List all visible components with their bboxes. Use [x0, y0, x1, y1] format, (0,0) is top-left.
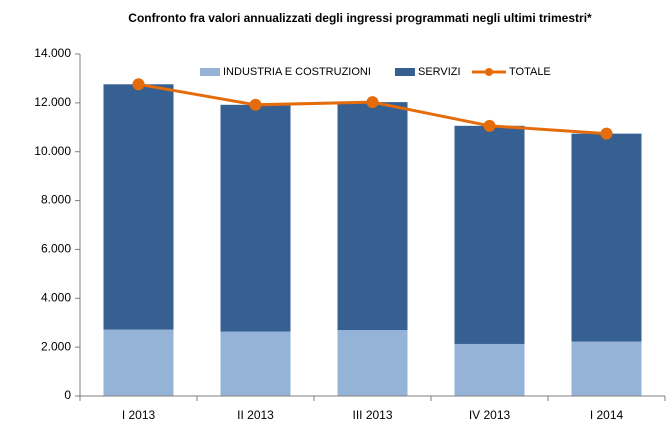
x-tick-label: IV 2013 [469, 408, 511, 422]
bar [571, 133, 642, 342]
legend-marker [485, 68, 493, 76]
line-marker [483, 119, 496, 132]
y-tick-label: 2.000 [41, 339, 71, 353]
legend-swatch [395, 68, 415, 76]
bar [337, 102, 408, 331]
bar [571, 341, 642, 396]
bar [454, 125, 525, 344]
legend-label: SERVIZI [418, 66, 461, 78]
bar [220, 104, 291, 332]
y-tick-label: 14.000 [34, 46, 71, 60]
y-tick-label: 12.000 [34, 95, 71, 109]
x-tick-label: III 2013 [352, 408, 392, 422]
line-marker [600, 127, 613, 140]
y-tick-label: 4.000 [41, 290, 71, 304]
y-tick-label: 10.000 [34, 144, 71, 158]
line-marker [132, 78, 145, 91]
legend-label: INDUSTRIA E COSTRUZIONI [223, 66, 371, 78]
line-marker [366, 96, 379, 109]
chart-title: Confronto fra valori annualizzati degli … [128, 11, 592, 25]
x-tick-label: II 2013 [237, 408, 274, 422]
legend-swatch [200, 68, 220, 76]
bar [337, 330, 408, 396]
y-tick-label: 8.000 [41, 193, 71, 207]
y-tick-label: 6.000 [41, 242, 71, 256]
legend-label: TOTALE [509, 66, 551, 78]
x-tick-label: I 2013 [122, 408, 156, 422]
bar [220, 331, 291, 396]
line-marker [249, 98, 262, 111]
y-tick-label: 0 [64, 388, 71, 402]
bar [454, 343, 525, 396]
bar [103, 329, 174, 396]
x-tick-label: I 2014 [590, 408, 624, 422]
bar [103, 84, 174, 330]
